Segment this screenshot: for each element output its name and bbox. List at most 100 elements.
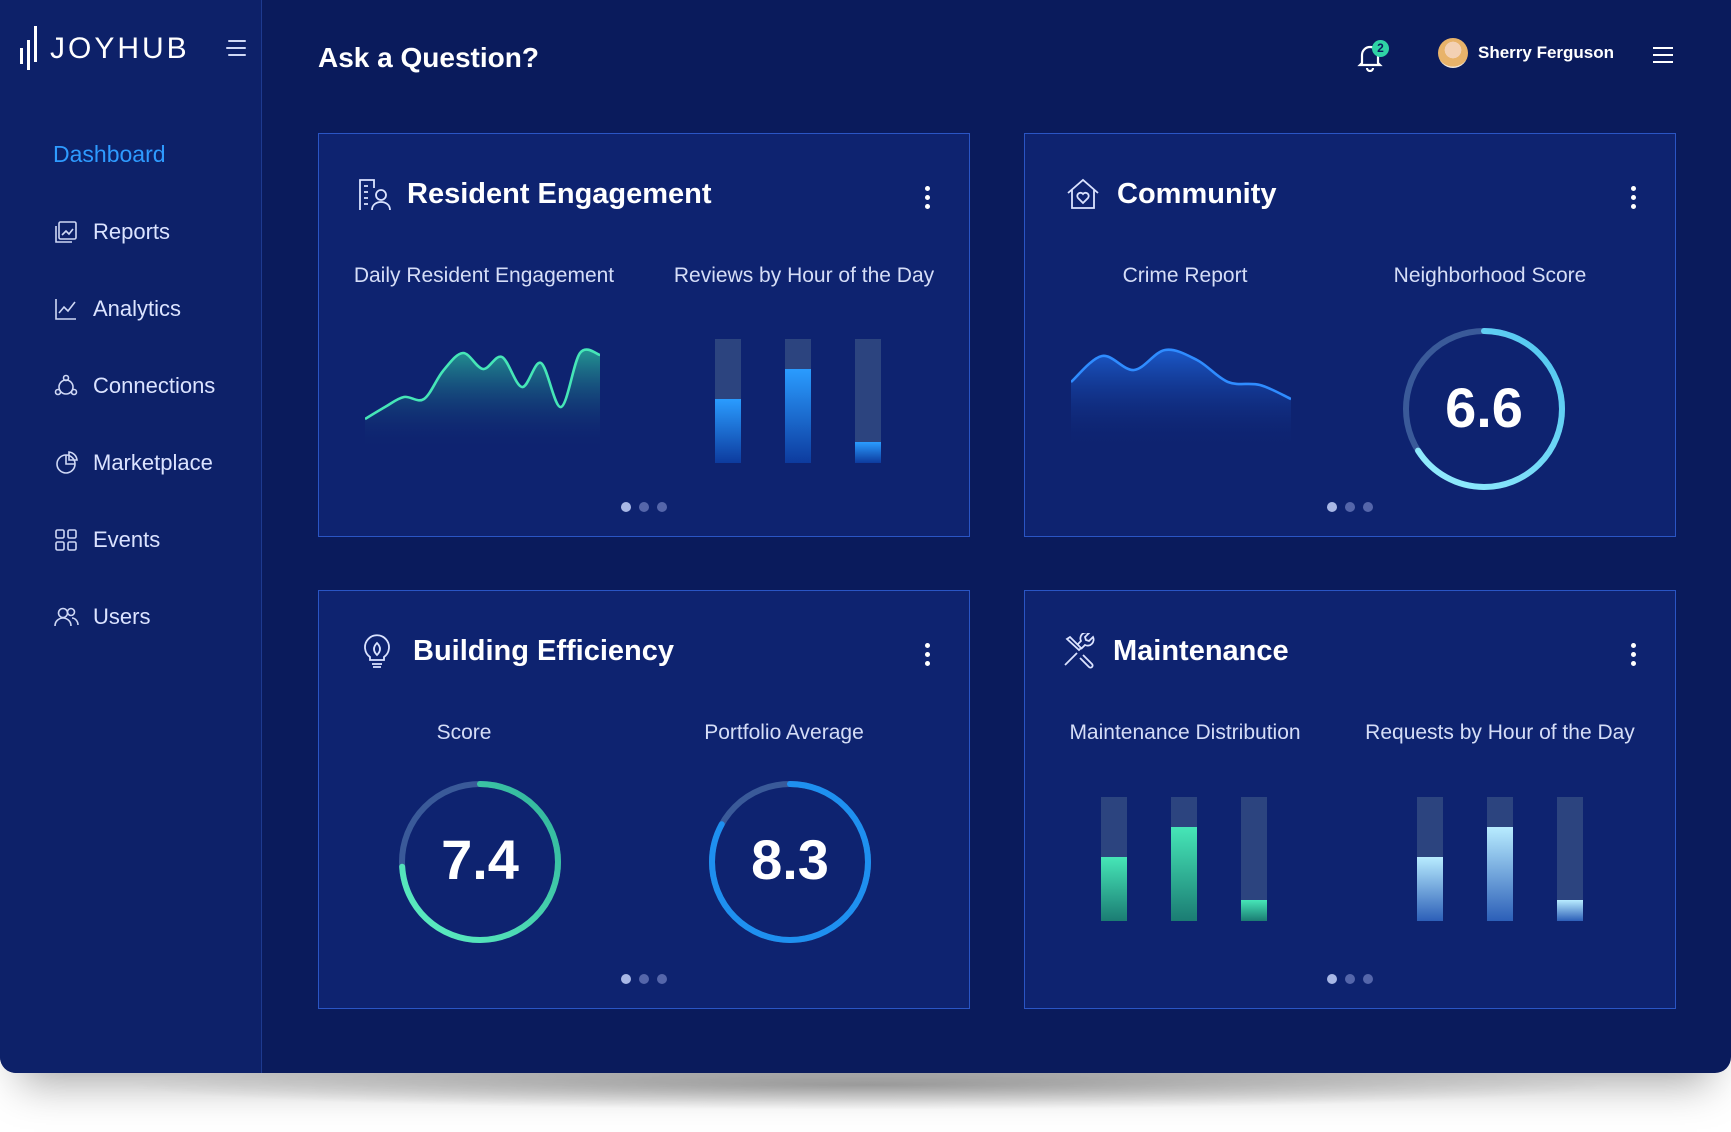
more-options-icon[interactable] (925, 643, 931, 667)
carousel-dots (621, 502, 667, 512)
chart-title-crime-report: Crime Report (1122, 264, 1248, 287)
sidebar-item-connections[interactable]: Connections (0, 347, 262, 424)
reviews-by-hour-chart (715, 339, 881, 463)
marketplace-icon (56, 450, 78, 474)
sidebar-item-reports[interactable]: Reports (0, 193, 262, 270)
chart-title-maintenance-distribution: Maintenance Distribution (1069, 721, 1301, 744)
crime-line (1071, 348, 1291, 401)
sidebar-item-analytics[interactable]: Analytics (0, 270, 262, 347)
maintenance-distribution-chart (1101, 797, 1267, 921)
reports-icon (55, 220, 77, 243)
bar[interactable] (1487, 827, 1513, 921)
sidebar-item-users[interactable]: Users (0, 578, 262, 655)
bar[interactable] (1101, 857, 1127, 921)
home-heart-icon (1067, 178, 1099, 209)
chart-title-reviews-by-hour: Reviews by Hour of the Day (673, 264, 935, 287)
chart-title-portfolio-average: Portfolio Average (704, 721, 864, 744)
carousel-dot[interactable] (1363, 502, 1373, 512)
crime-report-chart (1071, 348, 1291, 449)
sidebar-item-dashboard[interactable]: Dashboard (0, 116, 262, 193)
neighborhood-score-value: 6.6 (1445, 376, 1523, 439)
sidebar-item-label: Analytics (93, 295, 182, 321)
sidebar-item-events[interactable]: Events (0, 501, 262, 578)
engagement-area (365, 349, 600, 449)
card-building-efficiency: Building Efficiency Score Portfolio Aver… (318, 590, 970, 1009)
app-window: JOYHUB Dashboard Reports Analytics (0, 0, 1731, 1073)
lightbulb-icon (364, 634, 390, 668)
sidebar-toggle-icon[interactable] (224, 40, 246, 58)
card-resident-engagement: Resident Engagement Daily Resident Engag… (318, 133, 970, 537)
bar[interactable] (1171, 827, 1197, 921)
bar[interactable] (715, 399, 741, 463)
carousel-dot[interactable] (657, 974, 667, 984)
carousel-dots (1327, 502, 1373, 512)
bar[interactable] (1241, 900, 1267, 921)
user-menu[interactable]: Sherry Ferguson (1438, 38, 1614, 68)
carousel-dot[interactable] (639, 974, 649, 984)
card-maintenance: Maintenance Maintenance Distribution Req… (1024, 590, 1676, 1009)
score-gauge (399, 781, 561, 943)
more-options-icon[interactable] (1631, 186, 1637, 210)
sidebar-item-label: Dashboard (53, 141, 166, 167)
more-options-icon[interactable] (1631, 643, 1637, 667)
carousel-dots (1327, 974, 1373, 984)
score-value: 7.4 (441, 828, 519, 891)
notification-badge: 2 (1372, 40, 1389, 57)
card-title: Maintenance (1113, 635, 1289, 667)
portfolio-average-value: 8.3 (751, 828, 829, 891)
carousel-dot[interactable] (621, 502, 631, 512)
carousel-dot[interactable] (621, 974, 631, 984)
carousel-dot[interactable] (1345, 502, 1355, 512)
bar[interactable] (1417, 857, 1443, 921)
portfolio-average-gauge (709, 781, 871, 943)
sidebar: JOYHUB Dashboard Reports Analytics (0, 0, 262, 1073)
bar[interactable] (855, 442, 881, 463)
brand-name: JOYHUB (50, 32, 190, 65)
gauge-arc (1403, 328, 1565, 490)
gauge-arc (399, 781, 561, 943)
sidebar-nav: Dashboard Reports Analytics Connections (0, 116, 262, 655)
analytics-icon (55, 298, 76, 320)
resident-engagement-icon (359, 179, 391, 211)
requests-by-hour-chart (1417, 797, 1583, 921)
engagement-line (365, 348, 600, 421)
page-title[interactable]: Ask a Question? (318, 42, 539, 73)
user-name: Sherry Ferguson (1478, 43, 1615, 62)
chart-title-neighborhood-score: Neighborhood Score (1393, 264, 1587, 287)
sidebar-item-label: Marketplace (93, 449, 213, 475)
neighborhood-score-gauge (1403, 328, 1565, 490)
sidebar-item-label: Events (93, 526, 161, 552)
chart-title-score: Score (436, 721, 492, 744)
daily-engagement-chart (365, 348, 600, 449)
users-icon (54, 607, 79, 626)
bar[interactable] (1557, 900, 1583, 921)
sidebar-item-label: Users (93, 603, 151, 629)
sidebar-item-label: Connections (93, 372, 216, 398)
chart-title-daily-engagement: Daily Resident Engagement (353, 264, 615, 287)
card-title: Building Efficiency (413, 635, 675, 667)
carousel-dot[interactable] (1363, 974, 1373, 984)
logo-mark-icon (20, 26, 37, 70)
menu-icon[interactable] (1653, 47, 1675, 65)
gauge-arc (709, 781, 871, 943)
carousel-dot[interactable] (639, 502, 649, 512)
sidebar-item-label: Reports (93, 218, 171, 244)
bar[interactable] (785, 369, 811, 463)
sidebar-item-marketplace[interactable]: Marketplace (0, 424, 262, 501)
carousel-dot[interactable] (1327, 974, 1337, 984)
wrench-screwdriver-icon (1064, 633, 1095, 669)
card-title: Resident Engagement (407, 178, 712, 210)
crime-area (1071, 349, 1291, 449)
card-community: Community Crime Report Neighborhood Scor… (1024, 133, 1676, 537)
chart-title-requests-by-hour: Requests by Hour of the Day (1365, 721, 1635, 744)
carousel-dot[interactable] (1345, 974, 1355, 984)
logo[interactable]: JOYHUB (18, 26, 190, 72)
more-options-icon[interactable] (925, 186, 931, 210)
carousel-dots (621, 974, 667, 984)
carousel-dot[interactable] (1327, 502, 1337, 512)
events-icon (55, 528, 77, 551)
carousel-dot[interactable] (657, 502, 667, 512)
connections-icon (54, 374, 78, 395)
avatar (1438, 38, 1468, 68)
card-title: Community (1117, 178, 1277, 210)
